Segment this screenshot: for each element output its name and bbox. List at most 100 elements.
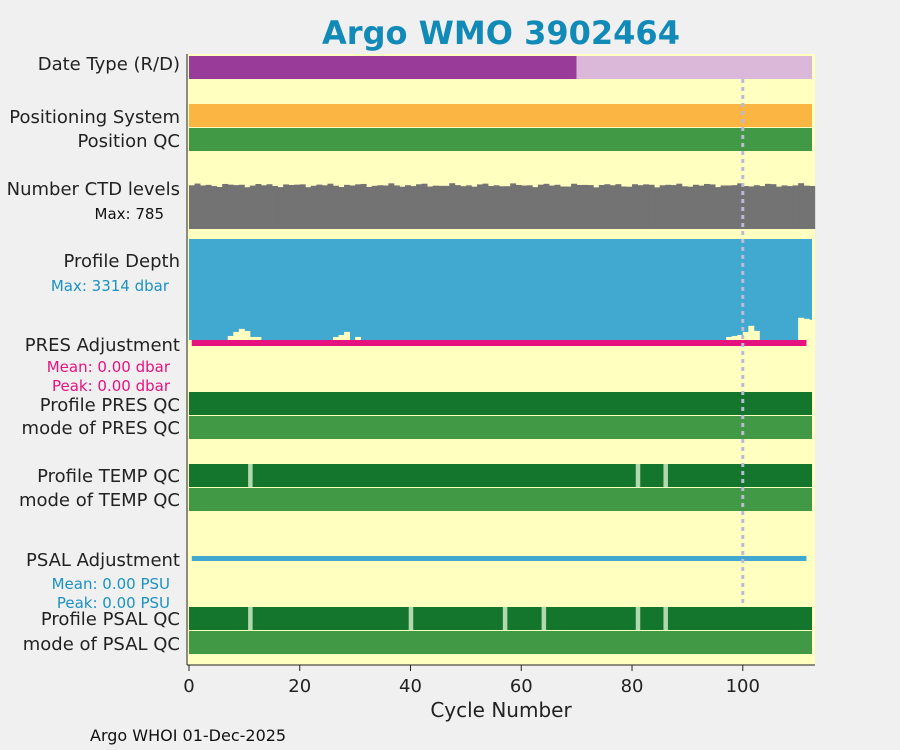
ctd-levels-bar xyxy=(382,185,389,229)
label-profile-temp-qc: Profile TEMP QC xyxy=(37,466,180,487)
ctd-levels-bar xyxy=(748,186,755,229)
ctd-levels-bar xyxy=(260,185,267,229)
positioning-system-bar xyxy=(189,104,812,127)
ctd-levels-bar xyxy=(526,185,533,229)
pres-adjustment-line xyxy=(191,340,807,346)
ctd-levels-bar xyxy=(560,186,566,229)
profile-depth-notch xyxy=(255,336,262,340)
ctd-levels-bar xyxy=(798,183,805,229)
temp-qc-flag-mark xyxy=(663,464,668,487)
ctd-levels-bar xyxy=(615,184,622,229)
ctd-levels-bar xyxy=(499,186,506,229)
profile-temp-qc-bar xyxy=(189,464,812,487)
profile-depth-notch xyxy=(742,331,749,340)
chart-title: Argo WMO 3902464 xyxy=(322,14,680,52)
ctd-levels-bar xyxy=(681,186,688,229)
x-tick-label: 80 xyxy=(621,676,644,697)
x-tick-label: 40 xyxy=(399,676,422,697)
ctd-levels-bar xyxy=(659,185,666,229)
depth-max-label: Max: 3314 dbar xyxy=(51,277,170,295)
ctd-levels-bar xyxy=(609,185,616,229)
ctd-levels-bar xyxy=(626,186,633,229)
profile-depth-notch xyxy=(753,330,760,340)
mode-psal-qc-bar xyxy=(189,631,812,654)
ctd-levels-bar xyxy=(371,185,378,229)
temp-qc-flag-mark xyxy=(248,464,253,487)
ctd-levels-bar xyxy=(454,185,461,229)
ctd-levels-bar xyxy=(792,185,799,229)
ctd-levels-bar xyxy=(211,186,218,229)
ctd-levels-bar xyxy=(266,184,273,229)
ctd-levels-bar xyxy=(338,187,345,229)
ctd-levels-bar xyxy=(598,185,605,229)
label-profile-depth: Profile Depth xyxy=(63,251,180,272)
ctd-levels-bar xyxy=(416,184,422,229)
ctd-levels-bar xyxy=(698,185,705,229)
ctd-levels-bar xyxy=(759,186,766,229)
profile-depth-notch xyxy=(244,330,251,340)
ctd-levels-bar xyxy=(355,184,362,229)
psal-adjustment-line xyxy=(191,556,807,561)
x-tick-label: 100 xyxy=(726,676,760,697)
ctd-levels-bar xyxy=(704,183,710,229)
ctd-levels-bar xyxy=(299,184,306,229)
ctd-levels-bar xyxy=(189,185,195,229)
ctd-levels-bar xyxy=(670,185,677,229)
ctd-levels-bar xyxy=(222,183,229,229)
ctd-levels-bar xyxy=(737,183,744,229)
date-type-delayed-bar xyxy=(189,56,577,79)
psal-qc-flag-mark xyxy=(663,607,668,630)
profile-pres-qc-bar xyxy=(189,392,812,415)
ctd-levels-bar xyxy=(726,185,733,229)
ctd-levels-bar xyxy=(643,184,650,229)
ctd-levels-bar xyxy=(471,186,478,229)
ctd-levels-bar xyxy=(427,186,434,229)
mode-pres-qc-bar xyxy=(189,416,812,439)
ctd-levels-bar xyxy=(449,183,456,229)
ctd-levels-bar xyxy=(482,183,489,229)
ctd-levels-bar xyxy=(781,185,788,229)
ctd-levels-bar xyxy=(753,185,760,229)
ctd-levels-bar xyxy=(410,186,417,229)
ctd-levels-bar xyxy=(421,183,428,229)
profile-depth-notch xyxy=(344,331,350,340)
label-mode-temp-qc: mode of TEMP QC xyxy=(19,490,180,511)
ctd-levels-bar xyxy=(803,185,810,229)
plot-background xyxy=(187,54,815,665)
ctd-levels-bar xyxy=(294,184,301,229)
ctd-levels-bar xyxy=(277,187,284,229)
ctd-levels-bar xyxy=(715,187,722,229)
ctd-levels-bar xyxy=(377,185,384,229)
ctd-levels-bar xyxy=(593,187,600,229)
label-positioning-system: Positioning System xyxy=(9,107,180,128)
label-profile-pres-qc: Profile PRES QC xyxy=(40,395,180,416)
x-tick-label: 0 xyxy=(183,676,194,697)
ctd-levels-bar xyxy=(244,187,251,229)
profile-depth-notch xyxy=(233,331,240,340)
ctd-levels-bar xyxy=(366,186,373,229)
label-mode-psal-qc: mode of PSAL QC xyxy=(23,634,180,655)
x-tick-label: 60 xyxy=(510,676,533,697)
ctd-levels-bar xyxy=(349,185,356,229)
ctd-levels-bar xyxy=(399,186,406,229)
ctd-levels-bar xyxy=(770,184,777,229)
profile-depth-notch xyxy=(249,336,256,340)
date-type-realtime-bar xyxy=(576,56,812,79)
profile-depth-notch xyxy=(731,335,738,340)
ctd-levels-bar xyxy=(438,185,445,229)
ctd-levels-bar xyxy=(515,184,522,229)
ctd-levels-bar xyxy=(676,183,683,229)
profile-depth-notch xyxy=(338,334,345,340)
psal-mean-label: Mean: 0.00 PSU xyxy=(52,575,170,593)
psal-qc-flag-mark xyxy=(408,607,414,630)
ctd-levels-bar xyxy=(227,184,234,229)
ctd-levels-bar xyxy=(249,185,256,229)
ctd-levels-bar xyxy=(742,185,749,229)
mode-temp-qc-bar xyxy=(189,488,812,511)
ctd-levels-bar xyxy=(332,185,339,229)
pres-mean-label: Mean: 0.00 dbar xyxy=(47,358,171,376)
ctd-levels-bar xyxy=(465,185,472,229)
ctd-levels-bar xyxy=(305,187,312,229)
profile-psal-qc-bar xyxy=(189,607,812,630)
